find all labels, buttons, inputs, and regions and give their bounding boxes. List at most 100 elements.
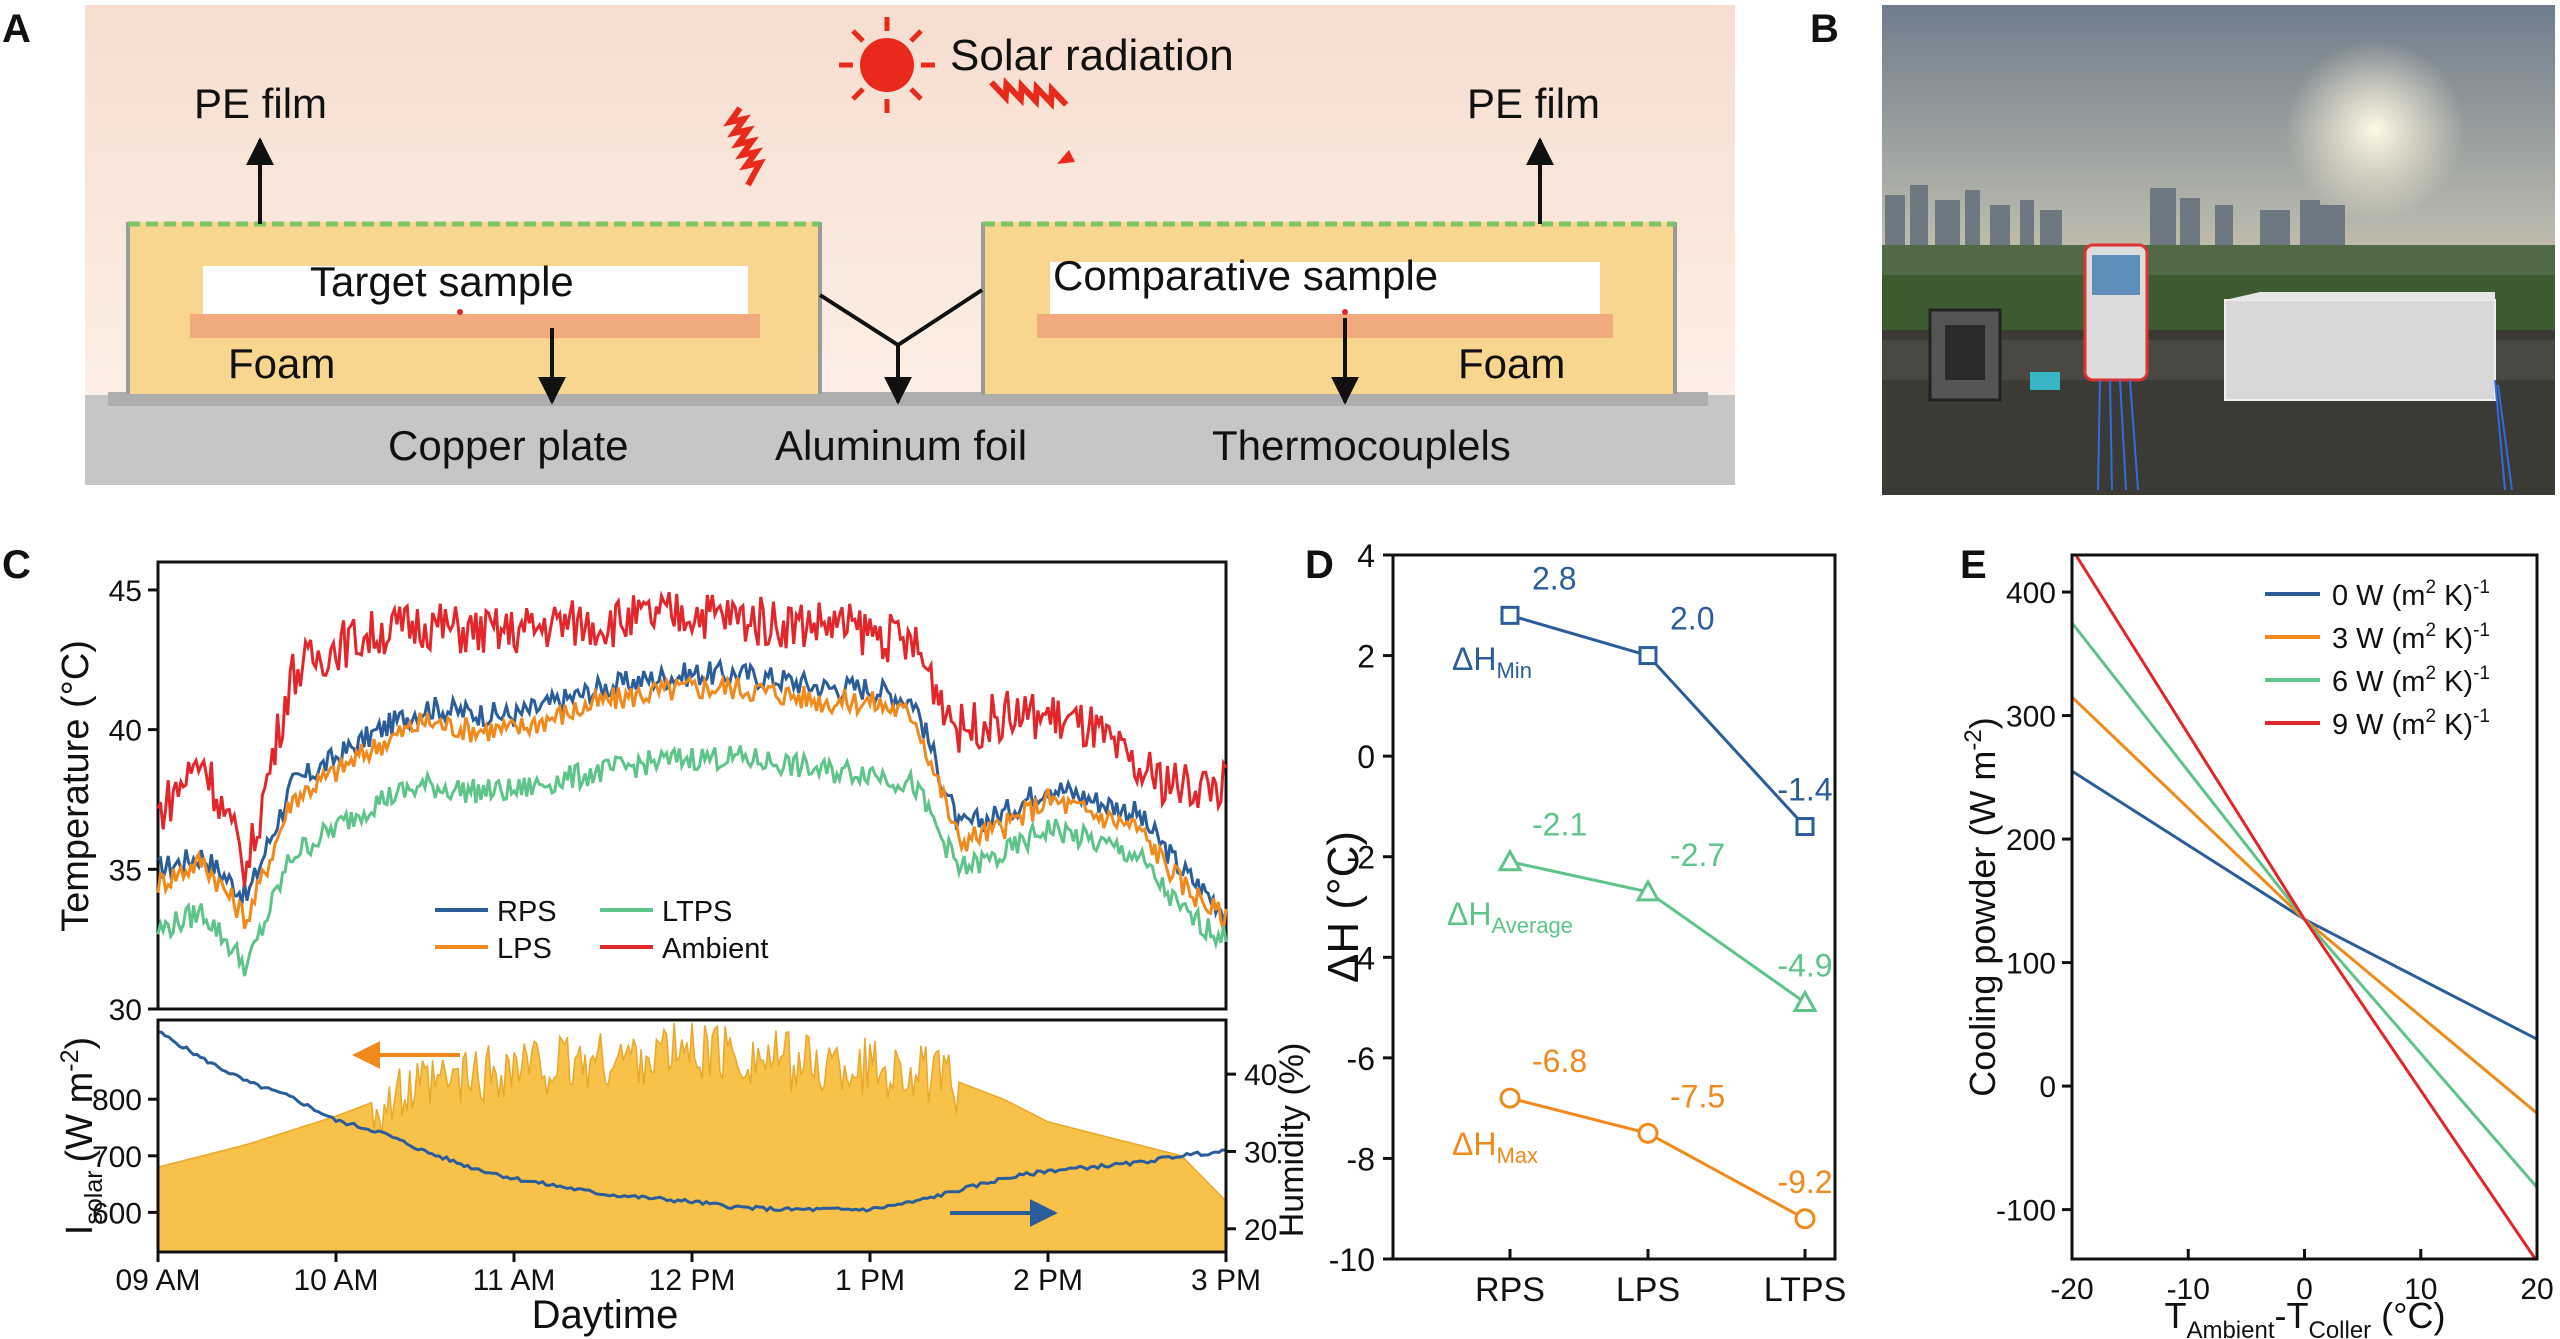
x-tick-label: 2 PM	[1013, 1264, 1083, 1297]
y-tick-label: 45	[109, 575, 142, 608]
y-tick-label: 4	[1357, 538, 1375, 574]
x-tick-label: 20	[2520, 1273, 2553, 1306]
right-tick-label: 40	[1244, 1059, 1277, 1092]
solar-radiation-label: Solar radiation	[950, 31, 1234, 80]
data-marker	[1500, 605, 1520, 625]
solar-irradiance-area	[157, 1022, 1227, 1253]
y-tick-label: -2	[1347, 840, 1375, 876]
panel-c-temperature-chart: 30 35 40 45 Temperature (°C) RPS LTPS LPS A…	[55, 560, 1228, 1027]
legend-label: 0 W (m2 K)-1	[2332, 577, 2490, 612]
data-label: -7.5	[1670, 1078, 1725, 1114]
foam-label-right: Foam	[1458, 340, 1565, 387]
y-tick-label: 35	[109, 854, 142, 887]
panel-a-schematic: Solar radiation PE film PE film Target s…	[85, 5, 1735, 485]
humidity-line	[157, 1030, 1227, 1213]
panel-letter-b: B	[1810, 7, 1839, 51]
temperature-axis-label: Temperature (°C)	[55, 640, 97, 932]
left-tick-label: 800	[92, 1084, 142, 1117]
x-tick-label: RPS	[1475, 1271, 1545, 1309]
data-label: -2.7	[1670, 837, 1725, 873]
legend-label: 3 W (m2 K)-1	[2332, 620, 2490, 655]
x-tick-label: 10 AM	[293, 1264, 378, 1297]
data-marker	[1635, 878, 1661, 902]
temperature-series-group	[156, 590, 1228, 977]
y-tick-label: 0	[2039, 1071, 2056, 1104]
y-tick-label: 0	[1357, 739, 1375, 775]
legend-ambient: Ambient	[662, 933, 768, 965]
delta-h-ticks: -10 -8 -6 -4 -2 0 2 4 RPS LPS LTPS	[1329, 538, 1847, 1309]
y-tick-label: -100	[1996, 1195, 2056, 1228]
humidity-axis-label: Humidity (%)	[1273, 1043, 1311, 1238]
x-tick-label: -10	[2167, 1273, 2210, 1306]
x-tick-label: 3 PM	[1191, 1264, 1261, 1297]
right-box-wall-right	[1673, 222, 1677, 394]
target-sample-label: Target sample	[310, 258, 574, 305]
left-box-wall-right	[818, 222, 822, 394]
right-thermocouple-dot	[1342, 309, 1348, 315]
solar-axis-label: Isolar(W m-2)	[56, 1037, 108, 1235]
y-tick-label: 2	[1357, 639, 1375, 675]
y-tick-label: 100	[2006, 948, 2056, 981]
cooling-power-line	[2072, 695, 2537, 1115]
left-tick-label: 700	[92, 1141, 142, 1174]
data-marker	[1497, 848, 1523, 872]
y-tick-label: -4	[1347, 940, 1375, 976]
right-radiation-arrowhead	[1057, 150, 1075, 164]
data-label: -4.9	[1777, 948, 1832, 984]
y-tick-label: 30	[109, 994, 142, 1027]
foam-label-left: Foam	[228, 340, 335, 387]
test-box-covered	[2224, 299, 2496, 401]
data-marker	[1499, 1087, 1521, 1109]
left-radiation-wave-icon	[723, 106, 766, 187]
left-tick-label: 600	[92, 1197, 142, 1230]
data-label: 2.0	[1670, 601, 1714, 637]
temperature-y-ticks: 30 35 40 45	[109, 575, 158, 1027]
series-label-average: ΔHAverage	[1447, 896, 1573, 938]
data-marker	[1638, 646, 1658, 666]
x-tick-label: -20	[2050, 1273, 2093, 1306]
series-line	[1509, 1096, 1806, 1221]
cooling-power-series	[2072, 555, 2537, 1259]
temperature-legend: RPS LTPS LPS Ambient	[435, 896, 768, 965]
right-tick-label: 20	[1244, 1214, 1277, 1247]
panel-letter-e: E	[1960, 543, 1987, 587]
y-tick-label: -10	[1329, 1242, 1375, 1278]
right-radiation-wave-icon	[989, 76, 1069, 111]
comparative-sample-label: Comparative sample	[1053, 252, 1438, 299]
pe-film-label-left: PE film	[194, 80, 327, 127]
x-tick-label: 11 AM	[473, 1264, 556, 1297]
data-label: 2.8	[1532, 560, 1576, 596]
x-tick-label: LTPS	[1764, 1271, 1847, 1309]
ground	[85, 395, 1735, 485]
daytime-axis-label: Daytime	[532, 1293, 679, 1337]
data-label: -2.1	[1532, 807, 1587, 843]
cooling-power-line	[2074, 555, 2537, 1259]
thermocouples-label: Thermocouplels	[1212, 422, 1511, 469]
city-skyline	[1885, 185, 2345, 255]
legend-rps: RPS	[497, 896, 557, 928]
series-line-ambient	[156, 590, 1228, 887]
cooling-power-line	[2072, 622, 2537, 1189]
left-thermocouple-dot	[457, 309, 463, 315]
temperature-difference-axis-label: TAmbient-TColler (°C)	[2164, 1295, 2445, 1339]
copper-plate-label: Copper plate	[388, 422, 629, 469]
series-line-ltps	[156, 745, 1228, 977]
y-tick-label: 40	[109, 715, 142, 748]
sun-glow	[2285, 40, 2465, 220]
data-marker	[1637, 1122, 1659, 1144]
delta-h-series: 2.8 2.0 -1.4 -2.1 -2.7 -4.9 -6.8 -7.5 -9.2	[1497, 560, 1833, 1230]
legend-lps: LPS	[497, 933, 552, 965]
panel-letter-d: D	[1305, 543, 1334, 587]
series-label-max: ΔHMax	[1452, 1126, 1538, 1168]
delta-h-axis-label: ΔH (°C)	[1319, 831, 1368, 983]
panel-letter-a: A	[2, 7, 31, 51]
y-tick-label: -6	[1347, 1041, 1375, 1077]
data-label: -1.4	[1777, 772, 1832, 808]
right-comparative-sample	[1050, 262, 1600, 314]
aluminum-foil-strip	[108, 392, 1708, 406]
right-tick-label: 30	[1244, 1136, 1277, 1169]
